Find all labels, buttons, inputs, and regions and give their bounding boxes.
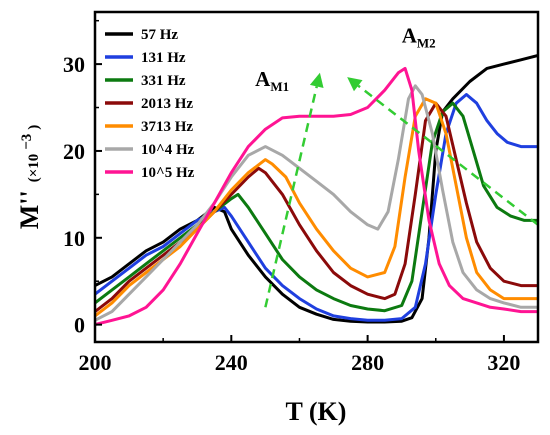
legend-label: 131 Hz bbox=[141, 50, 186, 66]
legend-label: 3713 Hz bbox=[141, 119, 193, 135]
legend-entry-2: 331 Hz bbox=[105, 73, 186, 89]
y-axis-title: M'' (×10 −3 ) bbox=[15, 125, 44, 230]
x-tick-label-280: 280 bbox=[351, 350, 384, 375]
annotations: AM1 AM2 bbox=[255, 23, 435, 93]
legend-entry-6: 10^5 Hz bbox=[105, 165, 195, 181]
legend-label: 57 Hz bbox=[141, 27, 178, 43]
x-tick-label-200: 200 bbox=[79, 350, 112, 375]
y-tick-label-0: 0 bbox=[74, 313, 85, 338]
series-line-5 bbox=[95, 84, 538, 322]
legend-entry-1: 131 Hz bbox=[105, 50, 186, 66]
y-tick-label-10: 10 bbox=[63, 226, 85, 251]
y-axis-title-close: ) bbox=[26, 125, 42, 130]
arrow-1 bbox=[347, 77, 539, 226]
x-tick-label-240: 240 bbox=[215, 350, 248, 375]
series-line-4 bbox=[95, 97, 538, 318]
y-tick-label-20: 20 bbox=[63, 139, 85, 164]
series-line-1 bbox=[95, 93, 538, 322]
arrow-layer bbox=[264, 72, 539, 308]
legend: 57 Hz 131 Hz 331 Hz 2013 Hz 3713 Hz 10^4 Hz 10… bbox=[105, 27, 195, 181]
y-axis-title-unit: (×10 bbox=[26, 154, 42, 183]
annotation-1: AM2 bbox=[402, 23, 436, 50]
series-line-6 bbox=[95, 66, 538, 327]
x-axis: 200 240 280 320 bbox=[79, 335, 520, 375]
arrow-0 bbox=[264, 72, 324, 308]
y-axis-title-exponent: −3 bbox=[19, 134, 35, 150]
x-tick-label-320: 320 bbox=[487, 350, 520, 375]
y-axis-title-symbol: M'' bbox=[15, 190, 44, 229]
legend-entry-4: 3713 Hz bbox=[105, 119, 193, 135]
legend-label: 10^5 Hz bbox=[141, 165, 195, 181]
y-tick-label-30: 30 bbox=[63, 52, 85, 77]
svg-text:M'' (×10 −3: M'' (×10 −3 ) bbox=[15, 125, 44, 230]
legend-label: 10^4 Hz bbox=[141, 142, 195, 158]
series-layer bbox=[95, 53, 538, 327]
x-axis-title: T (K) bbox=[286, 397, 347, 426]
legend-entry-0: 57 Hz bbox=[105, 27, 178, 43]
legend-entry-5: 10^4 Hz bbox=[105, 142, 195, 158]
series-line-0 bbox=[95, 53, 538, 324]
plot-frame bbox=[93, 10, 540, 344]
legend-label: 2013 Hz bbox=[141, 96, 193, 112]
series-line-2 bbox=[95, 101, 538, 313]
y-axis: 0 10 20 30 bbox=[63, 19, 102, 338]
legend-entry-3: 2013 Hz bbox=[105, 96, 193, 112]
legend-label: 331 Hz bbox=[141, 73, 186, 89]
annotation-0: AM1 bbox=[255, 67, 289, 94]
